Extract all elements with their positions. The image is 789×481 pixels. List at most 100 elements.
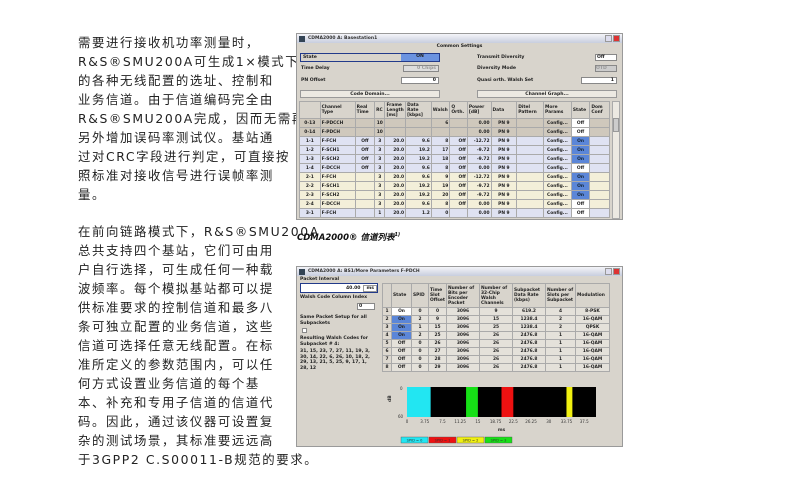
caption-text: CDMA2000® 信道列表 — [297, 233, 395, 243]
close-icon[interactable] — [613, 268, 620, 275]
table-cell: 2-2 — [299, 181, 321, 191]
time-delay-field[interactable]: 0 Chips — [403, 65, 439, 72]
table-row[interactable]: 3-1 F-FCH 1 20.0 1.2 0 0.00 PN 9 Config... Off — [299, 208, 610, 218]
table-row[interactable]: 6 Off 0 27 3096 26 2476.8 1 16-QAM — [382, 347, 610, 356]
state-toggle[interactable]: Off — [391, 355, 412, 364]
config-button[interactable]: Config... — [543, 163, 572, 173]
table-cell[interactable]: F-DCCH — [319, 163, 356, 173]
config-button[interactable]: Config... — [543, 118, 572, 128]
config-button[interactable]: Config... — [543, 190, 572, 200]
table-cell — [354, 127, 376, 137]
code-domain-button[interactable]: Code Domain... — [300, 90, 440, 98]
table-cell — [449, 127, 468, 137]
state-toggle[interactable]: Off — [570, 127, 591, 137]
table-cell: PN 9 — [490, 145, 518, 155]
channel-graph-button[interactable]: Channel Graph... — [477, 90, 617, 98]
state-row[interactable]: State ON — [300, 53, 440, 62]
state-toggle[interactable]: Off — [570, 163, 591, 173]
table-row[interactable]: 1-4 F-DCCH Off 3 20.0 9.6 8 Off 0.00 PN 9 Config..… — [299, 163, 610, 173]
table-cell[interactable]: F-SCH2 — [319, 190, 356, 200]
table-row[interactable]: 2-4 F-DCCH 3 20.0 9.6 8 Off 0.00 PN 9 Config... Of… — [299, 199, 610, 209]
table-cell[interactable]: F-SCH2 — [319, 154, 356, 164]
table-cell: 25 — [479, 323, 513, 332]
table-cell[interactable]: F-PDCH — [319, 127, 356, 137]
table-cell[interactable]: F-FCH — [319, 172, 356, 182]
table-cell: 0-13 — [299, 118, 321, 128]
transmit-diversity-select[interactable]: Off — [595, 54, 617, 61]
help-icon[interactable] — [605, 35, 612, 42]
table-row[interactable]: 1-1 F-FCH Off 3 20.0 9.6 8 Off -12.72 PN 9 Config.… — [299, 136, 610, 146]
x-tick: 26.25 — [525, 419, 537, 424]
quasi-walsh-field[interactable]: 1 — [581, 77, 617, 84]
config-button[interactable]: Config... — [543, 172, 572, 182]
table-cell: 0.00 — [466, 208, 492, 218]
state-toggle[interactable]: On — [570, 172, 591, 182]
table-row[interactable]: 2-3 F-SCH2 3 20.0 19.2 20 Off -9.72 PN 9 Config..… — [299, 190, 610, 200]
table-row[interactable]: 1-2 F-SCH1 Off 3 20.0 19.2 17 Off -9.72 PN 9 Confi… — [299, 145, 610, 155]
table-cell: 3096 — [446, 323, 480, 332]
table-cell — [354, 172, 376, 182]
table-row[interactable]: 4 On 2 25 3096 26 2476.8 1 16-QAM — [382, 331, 610, 340]
config-button[interactable]: Config... — [543, 127, 572, 137]
table-cell — [516, 127, 545, 137]
table-cell: PN 9 — [490, 118, 518, 128]
state-toggle[interactable]: Off — [570, 118, 591, 128]
config-button[interactable]: Config... — [543, 181, 572, 191]
column-header: Number of Slots per Subpacket — [545, 283, 576, 308]
table-row[interactable]: 1-3 F-SCH2 Off 3 20.0 19.2 18 Off -9.72 PN 9 Confi… — [299, 154, 610, 164]
config-button[interactable]: Config... — [543, 136, 572, 146]
table-row[interactable]: 7 Off 0 28 3096 26 2476.8 1 16-QAM — [382, 355, 610, 364]
text-line: 户自行选择，可生成任何一种载 — [78, 262, 274, 277]
table-row[interactable]: 3 On 1 15 3096 25 1238.4 2 QPSK — [382, 323, 610, 332]
table-cell — [354, 208, 376, 218]
state-toggle[interactable]: On — [391, 323, 412, 332]
table-cell[interactable]: F-FCH — [319, 208, 356, 218]
same-setup-checkbox[interactable] — [302, 328, 307, 333]
state-toggle[interactable]: On — [570, 154, 591, 164]
table-row[interactable]: 8 Off 0 29 3096 26 2476.8 1 16-QAM — [382, 363, 610, 372]
config-button[interactable]: Config... — [543, 208, 572, 218]
table-cell — [405, 118, 432, 128]
state-toggle[interactable]: Off — [570, 208, 591, 218]
state-toggle[interactable]: On — [570, 190, 591, 200]
config-button[interactable]: Config... — [543, 154, 572, 164]
pn-offset-field[interactable]: 0 — [401, 77, 439, 84]
state-toggle[interactable]: On — [391, 307, 412, 316]
table-cell[interactable]: F-PDCCH — [319, 118, 356, 128]
table-cell[interactable]: F-SCH1 — [319, 145, 356, 155]
unit-select[interactable]: ms — [363, 284, 377, 292]
table-row[interactable]: 0-14 F-PDCH 10 0.00 PN 9 Config... Off — [299, 127, 610, 137]
close-icon[interactable] — [613, 35, 620, 42]
walsh-index-select[interactable]: 0 — [357, 303, 375, 310]
table-cell: 3 — [374, 181, 386, 191]
table-cell[interactable]: F-SCH1 — [319, 181, 356, 191]
table-row[interactable]: 0-13 F-PDCCH 10 6 0.00 PN 9 Config... Off — [299, 118, 610, 128]
state-toggle[interactable]: On — [570, 181, 591, 191]
packet-interval-field[interactable]: 40.00 ms — [300, 283, 378, 293]
diversity-mode-select[interactable]: OTD — [595, 65, 617, 72]
state-toggle[interactable]: On — [570, 136, 591, 146]
table-cell: -9.72 — [466, 181, 492, 191]
state-toggle[interactable]: ON — [401, 54, 439, 61]
table-row[interactable]: 5 Off 0 26 3096 26 2476.8 1 16-QAM — [382, 339, 610, 348]
state-toggle[interactable]: Off — [391, 363, 412, 372]
scrollbar[interactable] — [612, 101, 620, 219]
table-cell — [589, 145, 610, 155]
table-cell: 20.0 — [384, 190, 407, 200]
table-cell[interactable]: F-DCCH — [319, 199, 356, 209]
state-toggle[interactable]: Off — [391, 339, 412, 348]
table-row[interactable]: 1 On 0 0 3096 9 619.2 4 8-PSK — [382, 307, 610, 316]
table-row[interactable]: 2-2 F-SCH1 3 20.0 19.2 19 Off -9.72 PN 9 Config..… — [299, 181, 610, 191]
help-icon[interactable] — [605, 268, 612, 275]
state-toggle[interactable]: On — [391, 331, 412, 340]
state-toggle[interactable]: Off — [391, 347, 412, 356]
table-row[interactable]: 2 On 2 9 3096 15 1238.4 2 16-QAM — [382, 315, 610, 324]
state-toggle[interactable]: On — [391, 315, 412, 324]
config-button[interactable]: Config... — [543, 199, 572, 209]
config-button[interactable]: Config... — [543, 145, 572, 155]
table-cell[interactable]: F-FCH — [319, 136, 356, 146]
table-cell — [589, 208, 610, 218]
state-toggle[interactable]: On — [570, 145, 591, 155]
state-toggle[interactable]: Off — [570, 199, 591, 209]
table-row[interactable]: 2-1 F-FCH 3 20.0 9.6 9 Off -12.72 PN 9 Config... O… — [299, 172, 610, 182]
